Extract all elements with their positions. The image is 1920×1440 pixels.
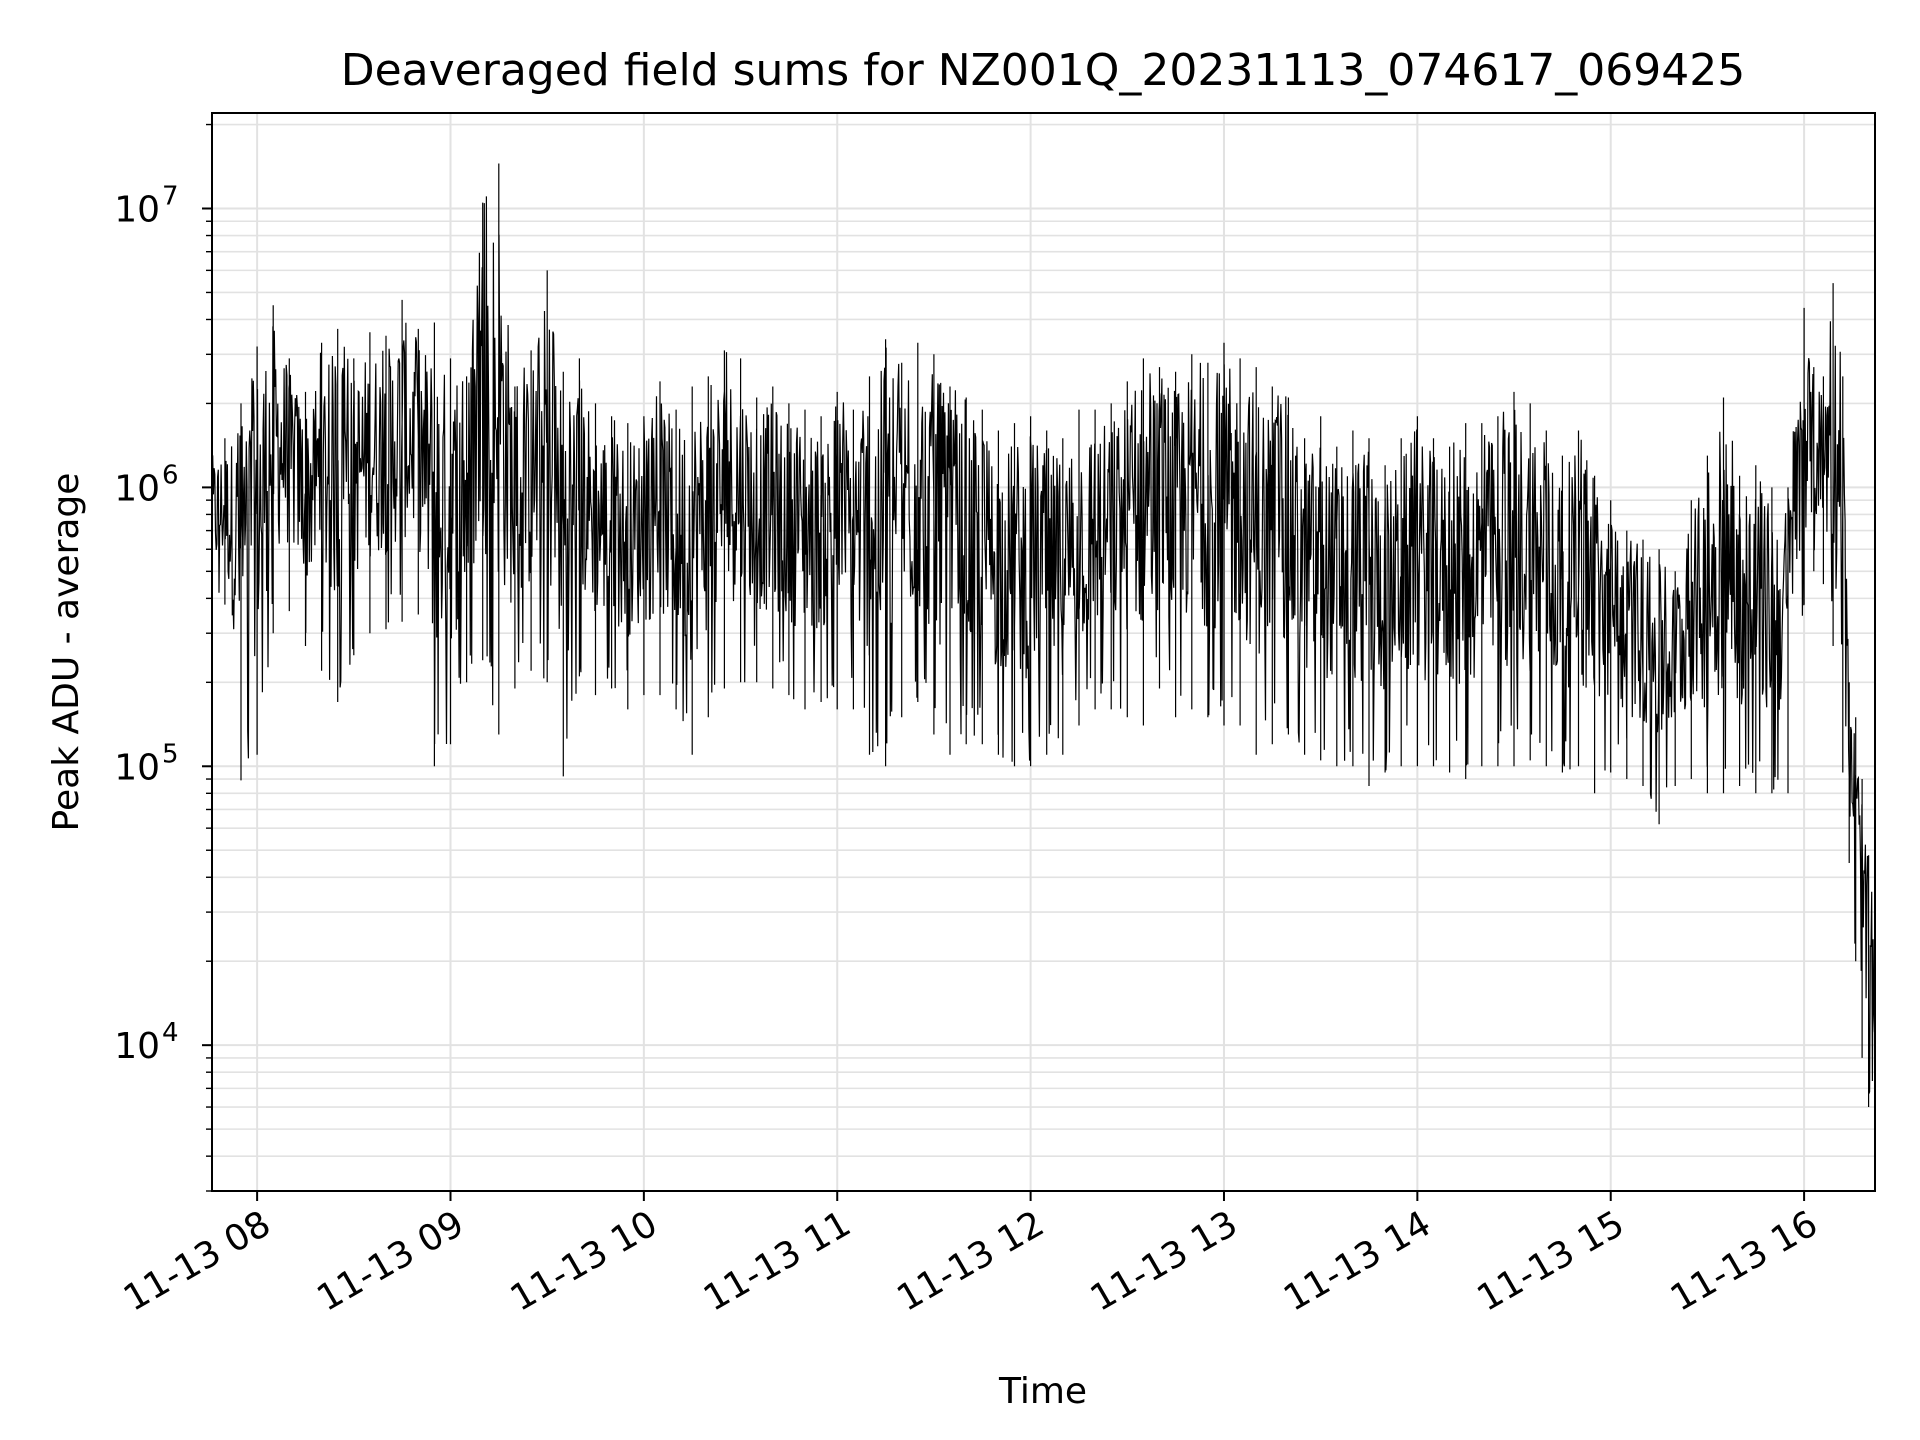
y-tick-exponent: 7	[162, 181, 179, 211]
x-axis-label: Time	[998, 1371, 1087, 1412]
chart-title: Deaveraged field sums for NZ001Q_2023111…	[341, 45, 1746, 96]
y-tick-exponent: 6	[162, 460, 179, 490]
y-tick-label: 10	[114, 1026, 160, 1067]
y-tick-label: 10	[114, 468, 160, 509]
y-tick-label: 10	[114, 747, 160, 788]
y-tick-label: 10	[114, 189, 160, 230]
y-axis-label: Peak ADU - average	[46, 473, 87, 832]
y-tick-exponent: 4	[162, 1018, 179, 1048]
series-line	[211, 163, 1876, 1130]
plot-frame	[211, 112, 1876, 1192]
y-tick-exponent: 5	[162, 739, 179, 769]
